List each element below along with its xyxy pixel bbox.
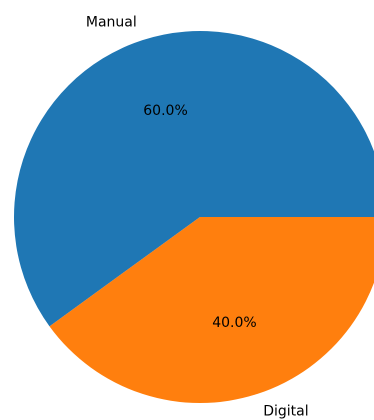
pie-slice-manual	[14, 31, 374, 327]
slice-percent-manual: 60.0%	[143, 103, 187, 119]
pie-labels: Manual 60.0% Digital 40.0%	[86, 14, 309, 419]
slice-percent-digital: 40.0%	[212, 315, 256, 331]
slice-label-manual: Manual	[86, 14, 137, 30]
pie-slices	[14, 31, 374, 403]
pie-slice-digital	[49, 217, 374, 403]
slice-label-digital: Digital	[263, 404, 308, 420]
